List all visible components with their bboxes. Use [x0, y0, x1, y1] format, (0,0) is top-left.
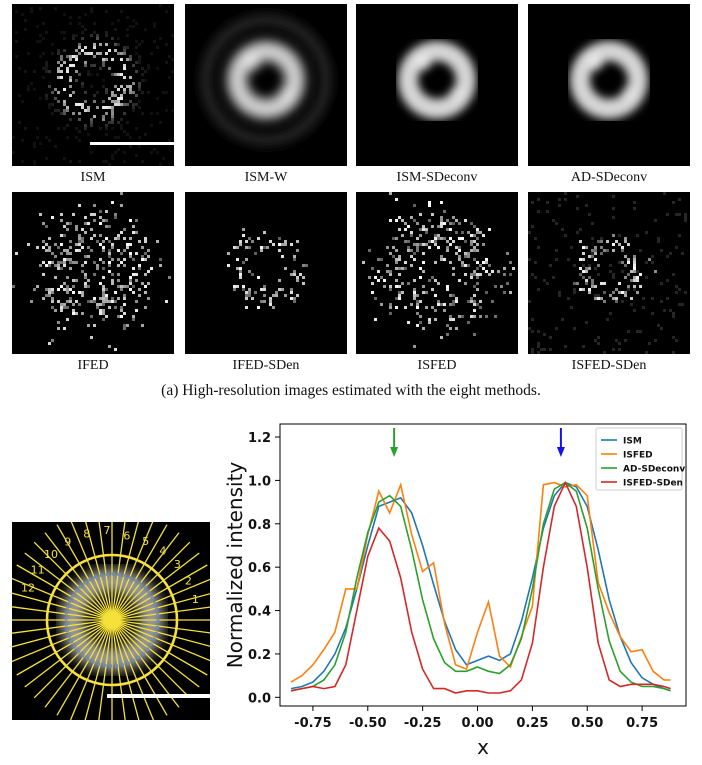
y-tick-label: 0.0	[248, 691, 271, 706]
profile-rays-image: 1 2 3 4 5 6 7 8 9 10 11 12	[12, 522, 210, 720]
legend-label: ISFED-SDen	[623, 479, 683, 489]
ray-number-label: 7	[104, 524, 111, 537]
peak-arrow-head	[390, 447, 399, 457]
y-tick-label: 1.2	[248, 431, 271, 446]
series-line-ism	[290, 481, 671, 692]
image-tile-ifed-sden	[185, 192, 347, 354]
x-tick-label: 0.50	[571, 716, 603, 731]
caption-ad-sdeconv: AD-SDeconv	[570, 170, 648, 185]
image-tile-ism-w	[185, 4, 347, 166]
image-tile-isfed-sden	[528, 192, 690, 354]
x-tick-label: 0.25	[516, 716, 548, 731]
caption-ifed: IFED	[77, 358, 109, 373]
x-tick-label: 0.00	[461, 716, 493, 731]
ray-number-label: 6	[123, 529, 130, 542]
caption-ifed-sden: IFED-SDen	[232, 358, 300, 373]
x-tick-label: -0.50	[349, 716, 386, 731]
peak-arrow-head	[556, 447, 565, 457]
ring-markers	[64, 572, 160, 668]
ray-number-label: 9	[64, 536, 71, 549]
y-tick-label: 0.4	[248, 605, 271, 620]
caption-isfed: ISFED	[417, 358, 457, 373]
subfigure-caption: (a) High-resolution images estimated wit…	[161, 382, 541, 399]
legend-label: ISFED	[623, 451, 653, 461]
x-axis-label: x	[477, 735, 489, 759]
ray-number-label: 1	[192, 593, 199, 606]
y-axis-label: Normalized intensity	[223, 462, 247, 669]
ray-number-label: 12	[21, 582, 35, 595]
x-tick-label: 0.75	[626, 716, 658, 731]
caption-isfed-sden: ISFED-SDen	[571, 358, 647, 373]
ray-number-label: 3	[174, 558, 181, 571]
y-tick-label: 1.0	[248, 474, 271, 489]
ray-number-label: 8	[83, 528, 90, 541]
image-tile-isfed	[356, 192, 518, 354]
caption-ism-w: ISM-W	[244, 170, 288, 185]
caption-ism: ISM	[80, 170, 106, 185]
intensity-profile-chart: -0.75 -0.50 -0.25 0.00 0.25 0.50 0.75 0.0 0.2 0.4…	[220, 416, 702, 760]
x-tick-label: -0.25	[404, 716, 441, 731]
image-tile-ifed	[12, 192, 174, 354]
scale-bar	[107, 694, 210, 698]
series-line-ad-sdeconv	[290, 481, 671, 692]
legend-label: ISM	[623, 437, 642, 447]
caption-ism-sdeconv: ISM-SDeconv	[396, 170, 478, 185]
series-line-isfed-sden	[290, 480, 671, 694]
y-tick-label: 0.2	[248, 648, 271, 663]
ray-number-label: 4	[159, 545, 166, 558]
image-tile-ism-sdeconv	[356, 4, 518, 166]
ray-number-label: 10	[44, 548, 58, 561]
legend-label: AD-SDeconv	[623, 465, 685, 475]
ray-number-label: 5	[142, 535, 149, 548]
outer-circle	[45, 553, 179, 687]
profile-ray	[12, 606, 210, 634]
image-tile-ad-sdeconv	[528, 4, 690, 166]
y-tick-label: 0.8	[248, 518, 271, 533]
image-tile-ism	[12, 4, 174, 166]
y-tick-label: 0.6	[248, 561, 271, 576]
legend-box	[595, 427, 683, 491]
ray-number-label: 2	[185, 574, 192, 587]
x-tick-label: -0.75	[294, 716, 331, 731]
ray-number-label: 11	[31, 563, 45, 576]
